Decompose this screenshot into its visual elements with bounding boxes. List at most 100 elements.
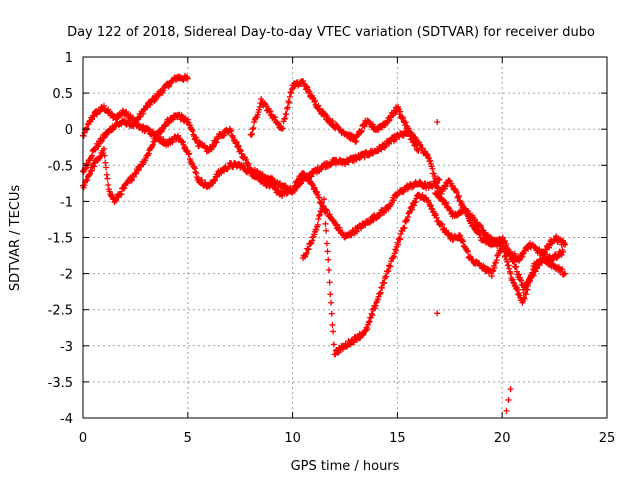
data-point-track-a [83,125,90,132]
data-point-track-e [492,259,499,266]
data-point-track-d [432,179,439,186]
data-point-track-e [379,284,386,291]
data-point-track-c [105,182,112,189]
data-point-track-c [309,180,316,187]
data-point-track-d [367,120,374,127]
data-point-track-e [491,265,498,272]
data-point-track-e [562,270,569,277]
x-tick-label: 10 [284,431,301,446]
data-point-track-e [514,286,521,293]
data-point-track-c [182,143,189,150]
data-point-track-d [352,138,359,145]
data-point-track-d [329,118,336,125]
data-point-track-c [318,199,325,206]
data-point-track-e [329,321,336,328]
data-point-track-d [369,121,376,128]
data-point-track-e [387,263,394,270]
data-point-track-b [227,127,234,134]
data-point-track-e [433,214,440,221]
data-point-track-c [104,175,111,182]
data-point-track-d [249,130,256,137]
data-point-track-e [330,341,337,348]
data-point-track-c [86,170,93,177]
data-point-track-d [442,183,449,190]
data-point-track-b [235,143,242,150]
data-point-track-e [493,257,500,264]
data-point-track-f [443,200,450,207]
data-point-track-d [306,88,313,95]
data-point-track-c [102,159,109,166]
data-point-track-c [169,139,176,146]
data-point-track-d [311,97,318,104]
data-point-track-a [123,108,130,115]
data-point-track-c [295,180,302,187]
data-point-track-e [412,199,419,206]
data-point-track-d [266,107,273,114]
data-point-track-e [327,291,334,298]
data-point-track-c [191,163,198,170]
data-point-track-d [434,185,441,192]
y-tick-label: -2 [60,268,73,283]
data-point-track-b [238,150,245,157]
x-tick-label: 0 [79,431,87,446]
data-point-track-e [401,224,408,231]
data-point-track-e [480,262,487,269]
data-point-track-e [507,270,514,277]
data-point-track-b [82,165,89,172]
data-point-track-b [189,127,196,134]
data-point-track-b [253,168,260,175]
data-point-track-e [488,273,495,280]
data-point-track-a [89,116,96,123]
data-point-track-d [248,131,255,138]
data-point-track-d [386,116,393,123]
data-point-track-c [256,174,263,181]
data-point-track-b [228,128,235,135]
data-point-track-b [121,117,128,124]
data-point-track-c [109,192,116,199]
data-point-track-b [392,136,399,143]
data-point-track-c [118,191,125,198]
data-point-track-c [121,185,128,192]
data-point-track-e [320,203,327,210]
data-point-track-d [425,154,432,161]
data-point-track-e [381,280,388,287]
data-point-track-e [324,248,331,255]
data-point-track-c [128,176,135,183]
data-point-outliers [507,386,514,393]
data-point-track-e [390,253,397,260]
data-point-track-f [542,251,549,258]
data-point-track-b [245,160,252,167]
data-point-track-e [330,328,337,335]
data-point-track-e [313,226,320,233]
data-point-track-d [513,263,520,270]
data-point-track-c [240,162,247,169]
data-point-track-e [522,291,529,298]
data-point-track-b [235,142,242,149]
data-point-track-e [504,258,511,265]
data-point-track-c [353,228,360,235]
data-point-track-e [321,207,328,214]
y-tick-label: -2.5 [48,304,73,319]
data-point-track-c [179,139,186,146]
y-tick-label: 0 [65,123,73,138]
data-point-track-d [455,194,462,201]
data-point-track-e [315,215,322,222]
data-point-track-e [323,227,330,234]
data-point-track-e [314,221,321,228]
data-point-track-e [307,240,314,247]
x-tick-label: 15 [389,431,406,446]
data-point-track-d [405,125,412,132]
data-point-track-d [275,120,282,127]
data-point-track-e [366,318,373,325]
data-point-track-e [309,237,316,244]
data-point-track-e [316,212,323,219]
data-point-outliers [434,118,441,125]
data-point-track-c [212,177,219,184]
data-point-track-e [427,202,434,209]
y-tick-label: -1.5 [48,232,73,247]
data-point-track-d [355,132,362,138]
data-point-track-e [372,302,379,309]
data-point-track-c [376,212,383,219]
data-point-track-c [149,141,156,148]
data-point-track-e [409,206,416,213]
